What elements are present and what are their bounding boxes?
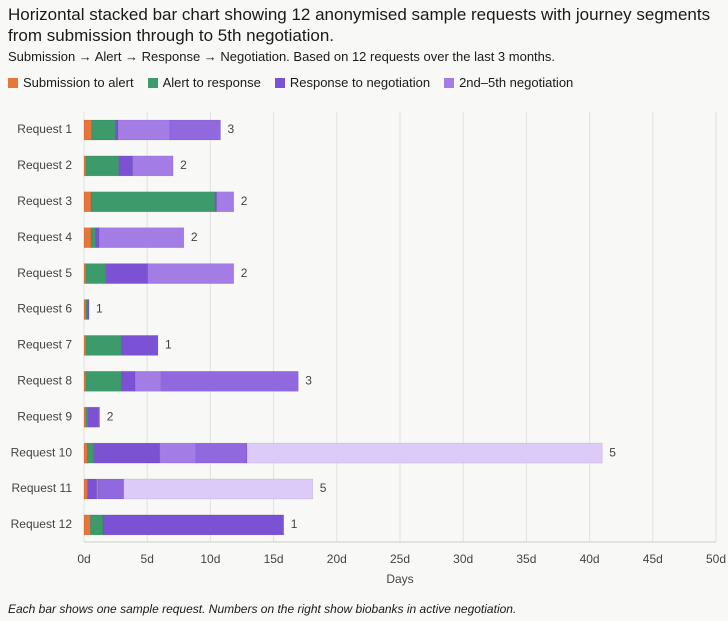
bar-segment (83, 119, 92, 141)
bar-segment (85, 263, 107, 284)
bar-segment (98, 227, 185, 248)
bar-segment (98, 478, 125, 500)
y-tick-label: Request 10 (11, 445, 73, 459)
bar-segment (83, 478, 88, 500)
x-tick-label: 50d (706, 552, 726, 566)
value-label: 1 (291, 517, 298, 531)
bar-segment (91, 119, 116, 141)
legend-item: Submission to alert (8, 75, 134, 90)
bar-segment (147, 263, 235, 284)
x-tick-label: 20d (327, 552, 347, 566)
value-label: 3 (228, 122, 235, 136)
y-tick-label: Request 8 (17, 373, 72, 387)
bar-segment (132, 155, 174, 177)
bar-segment (87, 406, 99, 428)
y-tick-label: Request 2 (17, 158, 72, 172)
bar-segment (86, 299, 90, 320)
x-tick-label: 25d (390, 552, 410, 566)
bar-segment (95, 227, 100, 248)
bar-segment (85, 335, 122, 356)
bar-segment (85, 155, 120, 177)
value-label: 3 (305, 373, 312, 387)
value-label: 2 (180, 158, 187, 172)
y-tick-label: Request 6 (17, 302, 72, 316)
bar-segment (134, 370, 162, 392)
bar-segment (83, 514, 91, 536)
x-tick-label: 40d (580, 552, 600, 566)
bar-segment (105, 263, 149, 284)
x-tick-label: 30d (453, 552, 473, 566)
bar-segment (83, 442, 88, 464)
bar-segment (87, 478, 97, 500)
bar-segment (216, 191, 235, 213)
value-label: 2 (107, 409, 114, 423)
y-tick-label: Request 11 (12, 481, 73, 495)
x-axis-label: Days (386, 572, 413, 586)
legend-label: Response to negotiation (289, 75, 431, 90)
bar-segment (246, 442, 603, 464)
bar-segment (160, 370, 299, 392)
legend-item: Alert to response (147, 75, 261, 90)
bar-segment (98, 406, 101, 428)
y-tick-label: Request 1 (17, 122, 72, 136)
y-tick-label: Request 12 (11, 517, 73, 531)
bar-segment (115, 119, 119, 141)
legend-item: Response to negotiation (274, 75, 431, 90)
legend-label: Alert to response (162, 75, 261, 90)
x-tick-label: 35d (516, 552, 536, 566)
bar-segment (86, 442, 95, 464)
bar-segment (120, 370, 136, 392)
bar-segment (123, 478, 314, 500)
legend-label: 2nd–5th negotiation (459, 75, 574, 90)
bar-segment (120, 335, 159, 356)
bar-segment (169, 119, 221, 141)
x-tick-label: 0d (77, 552, 90, 566)
legend-swatch (444, 77, 455, 88)
chart-title: Horizontal stacked bar chart showing 12 … (8, 5, 711, 45)
y-tick-label: Request 9 (17, 409, 72, 423)
x-tick-label: 45d (643, 552, 663, 566)
bar-segment (159, 442, 197, 464)
value-label: 2 (191, 230, 198, 244)
bar-segment (90, 191, 216, 213)
x-tick-label: 15d (264, 552, 284, 566)
x-tick-label: 10d (200, 552, 220, 566)
x-tick-label: 5d (141, 552, 154, 566)
value-label: 5 (609, 445, 616, 459)
bar-segment (83, 227, 92, 248)
footnote: Each bar shows one sample request. Numbe… (8, 602, 517, 616)
y-tick-label: Request 7 (17, 338, 72, 352)
value-label: 5 (320, 481, 327, 495)
value-label: 2 (241, 194, 248, 208)
legend: Submission to alert Alert to response Resp… (8, 75, 573, 90)
value-label: 1 (165, 338, 172, 352)
legend-label: Submission to alert (23, 75, 134, 90)
y-tick-label: Request 4 (17, 230, 72, 244)
bar-segment (117, 119, 171, 141)
bar-segment (90, 514, 104, 536)
y-tick-label: Request 3 (17, 194, 72, 208)
bar-segment (195, 442, 248, 464)
legend-item: 2nd–5th negotiation (444, 75, 573, 90)
chart: Days 0d 5d 10d 15d 20d 25d 30d 35d 40d 45d 50d Requ… (11, 112, 726, 586)
bar-segment (118, 155, 133, 177)
y-tick-label: Request 5 (17, 266, 72, 280)
legend-swatch (274, 77, 285, 88)
value-label: 2 (241, 266, 248, 280)
legend-swatch (147, 77, 158, 88)
bar-segment (93, 442, 161, 464)
bar-segment (102, 514, 285, 536)
bar-segment (85, 370, 122, 392)
bar-segment (83, 191, 92, 213)
legend-swatch (8, 77, 18, 88)
chart-subtitle: Submission → Alert → Response → Negotiat… (8, 49, 556, 64)
bar-segment (90, 227, 97, 248)
value-label: 1 (96, 302, 103, 316)
